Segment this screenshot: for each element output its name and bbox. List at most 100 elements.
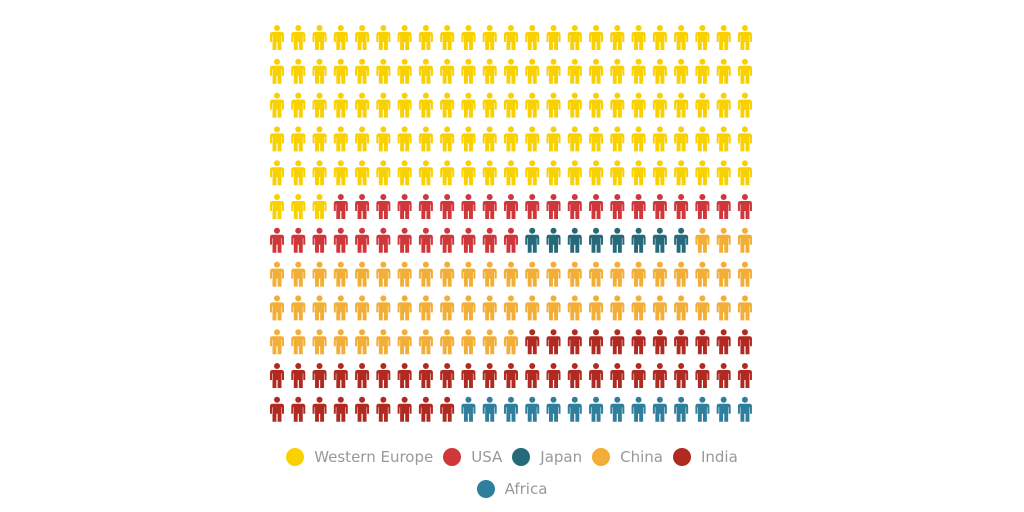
person-icon-usa <box>737 194 752 219</box>
person-icon-western-europe <box>461 58 476 84</box>
person-icon-japan <box>567 227 582 253</box>
person-icon-usa <box>440 194 455 219</box>
legend-marker <box>592 448 611 466</box>
person-icon-china <box>270 329 284 355</box>
person-icon-africa <box>525 396 540 422</box>
person-icon-china <box>737 295 752 321</box>
person-icon-western-europe <box>482 58 497 84</box>
person-icon-china <box>652 261 667 287</box>
person-icon-western-europe <box>270 25 284 50</box>
person-icon-usa <box>291 227 306 253</box>
person-icon-china <box>312 261 327 287</box>
person-icon-china <box>737 227 752 253</box>
legend-item[interactable]: Japan <box>512 446 582 468</box>
person-icon-usa <box>376 194 391 219</box>
person-icon-western-europe <box>270 92 284 118</box>
person-icon-china <box>716 261 731 287</box>
person-icon-western-europe <box>312 194 327 219</box>
person-icon-western-europe <box>631 160 646 186</box>
person-icon-india <box>695 363 710 388</box>
person-icon-western-europe <box>546 58 561 84</box>
person-icon-usa <box>716 194 731 219</box>
person-icon-china <box>482 295 497 321</box>
person-icon-china <box>567 261 582 287</box>
person-icon-western-europe <box>333 58 348 84</box>
person-icon-western-europe <box>695 92 710 118</box>
person-icon-africa <box>589 396 604 422</box>
person-icon-western-europe <box>567 25 582 50</box>
legend-marker <box>286 448 305 466</box>
person-icon-india <box>461 363 476 388</box>
person-icon-india <box>716 363 731 388</box>
person-icon-china <box>418 261 433 287</box>
person-icon-western-europe <box>482 25 497 50</box>
person-icon-usa <box>270 227 284 253</box>
person-icon-western-europe <box>376 92 391 118</box>
person-icon-western-europe <box>652 92 667 118</box>
person-icon-india <box>397 363 412 388</box>
person-icon-china <box>270 261 284 287</box>
person-icon-western-europe <box>610 25 625 50</box>
person-icon-western-europe <box>333 25 348 50</box>
person-icon-india <box>525 329 540 355</box>
person-icon-usa <box>525 194 540 219</box>
person-icon-china <box>291 329 306 355</box>
person-icon-china <box>461 329 476 355</box>
person-icon-japan <box>631 227 646 253</box>
person-icon-usa <box>333 227 348 253</box>
person-icon-western-europe <box>312 58 327 84</box>
person-icon-western-europe <box>355 25 370 50</box>
person-icon-india <box>610 329 625 355</box>
person-icon-india <box>418 396 433 422</box>
person-icon-india <box>674 329 689 355</box>
person-icon-western-europe <box>716 25 731 50</box>
person-icon-western-europe <box>440 92 455 118</box>
person-icon-china <box>376 261 391 287</box>
person-icon-india <box>291 396 306 422</box>
person-icon-india <box>631 329 646 355</box>
person-icon-africa <box>674 396 689 422</box>
person-icon-western-europe <box>355 126 370 152</box>
person-icon-india <box>418 363 433 388</box>
person-icon-western-europe <box>503 92 518 118</box>
person-icon-western-europe <box>674 25 689 50</box>
person-icon-western-europe <box>418 126 433 152</box>
person-icon-china <box>418 295 433 321</box>
person-icon-india <box>631 363 646 388</box>
person-icon-usa <box>695 194 710 219</box>
person-icon-india <box>333 363 348 388</box>
person-icon-china <box>525 295 540 321</box>
person-icon-japan <box>674 227 689 253</box>
legend-item[interactable]: USA <box>443 446 502 468</box>
person-icon-china <box>312 329 327 355</box>
person-icon-western-europe <box>503 25 518 50</box>
person-icon-japan <box>652 227 667 253</box>
legend-label: India <box>700 448 738 466</box>
person-icon-western-europe <box>525 160 540 186</box>
legend-item[interactable]: India <box>672 446 738 468</box>
person-icon-western-europe <box>291 25 306 50</box>
person-icon-usa <box>503 227 518 253</box>
person-icon-china <box>525 261 540 287</box>
person-icon-china <box>291 261 306 287</box>
person-icon-india <box>737 329 752 355</box>
person-icon-western-europe <box>461 126 476 152</box>
legend-item[interactable]: Africa <box>267 478 757 500</box>
person-icon-western-europe <box>589 92 604 118</box>
person-icon-western-europe <box>312 25 327 50</box>
person-icon-china <box>312 295 327 321</box>
person-icon-china <box>695 295 710 321</box>
person-icon-western-europe <box>270 194 284 219</box>
person-icon-usa <box>376 227 391 253</box>
person-icon-africa <box>695 396 710 422</box>
person-icon-western-europe <box>610 92 625 118</box>
legend-item[interactable]: Western Europe <box>286 446 433 468</box>
person-icon-india <box>397 396 412 422</box>
person-icon-china <box>270 295 284 321</box>
legend-item[interactable]: China <box>592 446 663 468</box>
person-icon-western-europe <box>376 160 391 186</box>
person-icon-africa <box>503 396 518 422</box>
person-icon-china <box>589 261 604 287</box>
person-icon-western-europe <box>567 160 582 186</box>
person-icon-western-europe <box>376 126 391 152</box>
